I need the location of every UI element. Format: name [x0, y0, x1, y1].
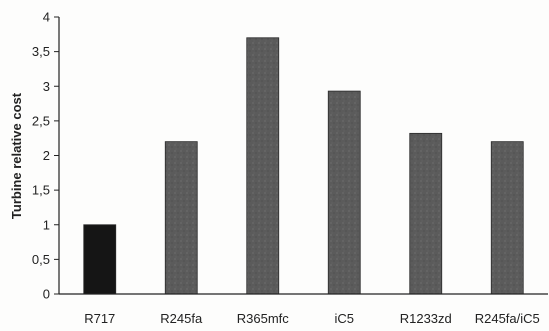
bar-ic5 — [327, 90, 361, 295]
y-tick-label: 2 — [43, 148, 50, 163]
x-category-label: R1233zd — [400, 311, 452, 326]
x-category-label: R245fa/iC5 — [475, 311, 540, 326]
y-tick-label: 2,5 — [32, 113, 50, 128]
bar-r1233zd — [409, 132, 443, 295]
y-tick-label: 4 — [43, 10, 50, 25]
bar-r245fa — [164, 141, 198, 295]
x-axis-labels: R717 R245fa R365mfc iC5 R1233zd R245fa/iC5 — [84, 311, 540, 326]
y-axis-title: Turbine relative cost — [9, 92, 24, 219]
y-tick-label: 0 — [43, 287, 50, 302]
x-category-label: R365mfc — [237, 311, 290, 326]
x-category-label: R245fa — [160, 311, 203, 326]
x-category-label: iC5 — [334, 311, 354, 326]
y-axis: 0 0,5 1 1,5 2 2,5 3 3,5 4 — [32, 10, 59, 302]
bar-r717 — [83, 224, 117, 295]
y-tick-label: 1,5 — [32, 183, 50, 198]
y-tick-label: 3 — [43, 79, 50, 94]
x-category-label: R717 — [84, 311, 115, 326]
y-tick-label: 3,5 — [32, 44, 50, 59]
bars-group — [83, 37, 524, 295]
y-tick-label: 0,5 — [32, 252, 50, 267]
bar-r365mfc — [246, 37, 280, 295]
bar-r245fa-ic5 — [490, 141, 524, 295]
y-tick-label: 1 — [43, 217, 50, 232]
